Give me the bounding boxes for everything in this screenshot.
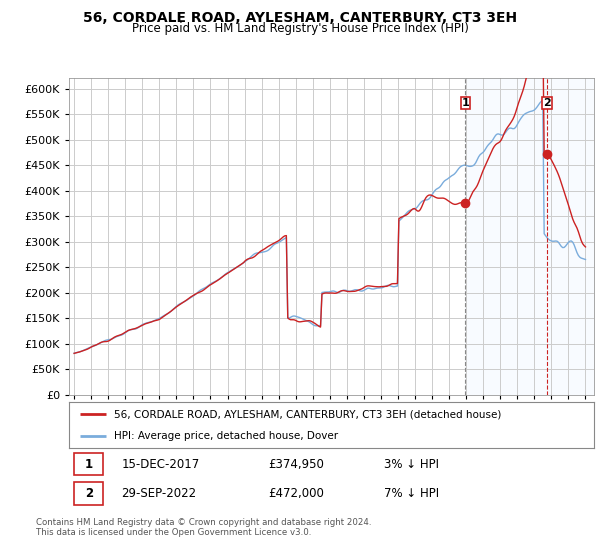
Text: 3% ↓ HPI: 3% ↓ HPI (384, 458, 439, 471)
Text: £374,950: £374,950 (269, 458, 325, 471)
FancyBboxPatch shape (461, 97, 470, 109)
Text: HPI: Average price, detached house, Dover: HPI: Average price, detached house, Dove… (113, 431, 338, 441)
Text: 2: 2 (85, 487, 93, 500)
Text: £472,000: £472,000 (269, 487, 325, 500)
Text: 56, CORDALE ROAD, AYLESHAM, CANTERBURY, CT3 3EH: 56, CORDALE ROAD, AYLESHAM, CANTERBURY, … (83, 11, 517, 25)
Text: 2: 2 (543, 98, 551, 108)
Text: 1: 1 (461, 98, 469, 108)
Text: 1: 1 (85, 458, 93, 471)
Text: 29-SEP-2022: 29-SEP-2022 (121, 487, 197, 500)
Text: Price paid vs. HM Land Registry's House Price Index (HPI): Price paid vs. HM Land Registry's House … (131, 22, 469, 35)
FancyBboxPatch shape (74, 453, 103, 475)
Text: 7% ↓ HPI: 7% ↓ HPI (384, 487, 439, 500)
FancyBboxPatch shape (74, 483, 103, 505)
Text: 15-DEC-2017: 15-DEC-2017 (121, 458, 200, 471)
Bar (466, 78, 594, 395)
Text: 56, CORDALE ROAD, AYLESHAM, CANTERBURY, CT3 3EH (detached house): 56, CORDALE ROAD, AYLESHAM, CANTERBURY, … (113, 409, 501, 419)
FancyBboxPatch shape (542, 97, 552, 109)
Text: Contains HM Land Registry data © Crown copyright and database right 2024.
This d: Contains HM Land Registry data © Crown c… (36, 518, 371, 538)
